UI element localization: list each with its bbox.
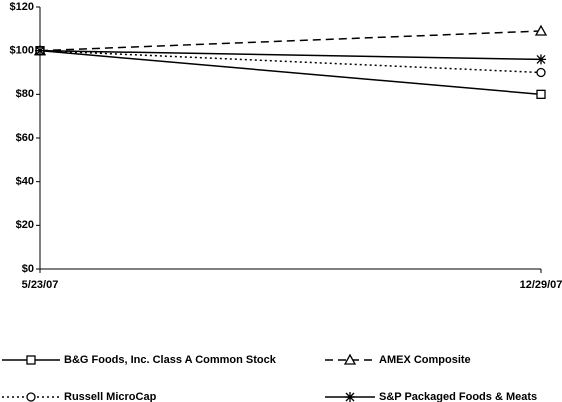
- series-line: [39, 49, 542, 61]
- y-tick-label: $120: [10, 1, 34, 13]
- marker: [345, 392, 355, 402]
- y-tick-label: $80: [16, 88, 34, 100]
- y-tick-label: $20: [16, 219, 34, 231]
- series-line: [39, 49, 542, 74]
- y-tick-label: $40: [16, 176, 34, 188]
- x-tick-label: 12/29/07: [520, 279, 562, 291]
- marker: [534, 24, 548, 36]
- marker: [26, 392, 36, 402]
- series-line: [39, 49, 542, 96]
- marker-shape: [534, 24, 548, 36]
- marker-shape: [536, 54, 546, 65]
- marker-shape: [536, 89, 546, 99]
- y-tick-label: $60: [16, 132, 34, 144]
- legend-label: AMEX Composite: [379, 354, 471, 366]
- marker-shape: [536, 67, 546, 78]
- marker-shape: [35, 45, 45, 56]
- y-tick-label: $100: [10, 45, 34, 57]
- marker-shape: [26, 392, 36, 402]
- legend-label: Russell MicroCap: [64, 391, 157, 402]
- legend-label: S&P Packaged Foods & Meats: [379, 391, 537, 402]
- series-line: [39, 30, 542, 52]
- marker-shape: [26, 355, 36, 365]
- marker: [536, 67, 546, 78]
- legend-label: B&G Foods, Inc. Class A Common Stock: [64, 354, 277, 366]
- marker: [536, 89, 546, 99]
- x-tick-label: 5/23/07: [22, 279, 59, 291]
- marker-shape: [345, 392, 355, 402]
- marker: [343, 353, 357, 365]
- marker-shape: [343, 353, 357, 365]
- marker: [35, 45, 45, 56]
- y-tick-label: $0: [22, 263, 34, 275]
- marker: [26, 355, 36, 365]
- marker: [536, 54, 546, 65]
